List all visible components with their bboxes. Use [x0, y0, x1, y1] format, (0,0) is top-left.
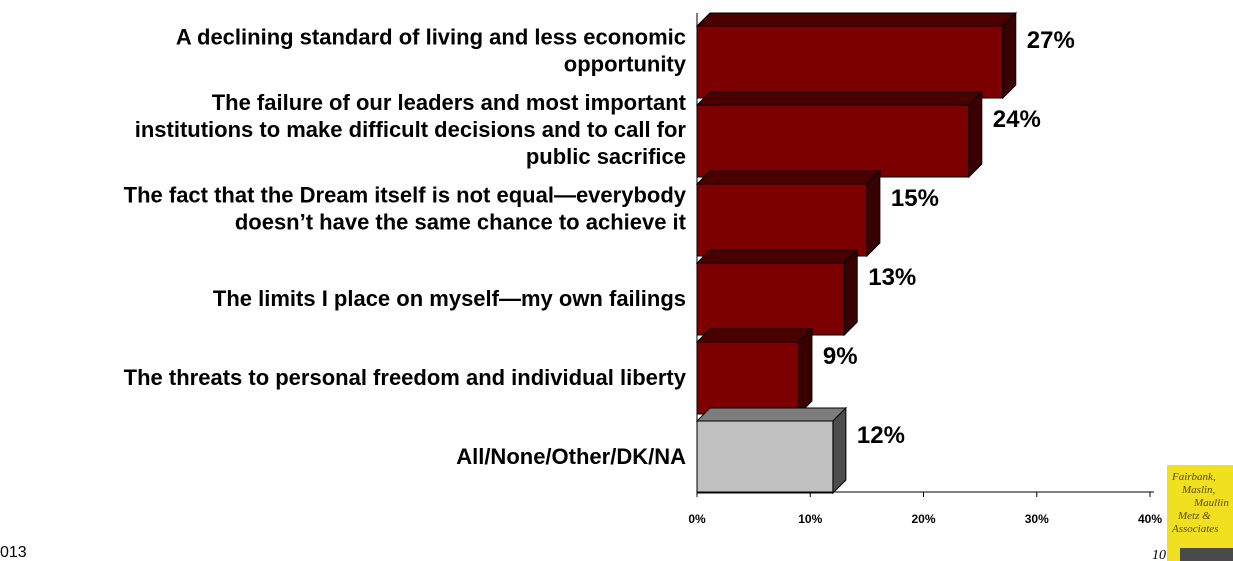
bar-top-face	[695, 91, 984, 106]
bar-front-face	[696, 25, 1004, 99]
category-label: A declining standard of living and less …	[176, 25, 687, 77]
category-label: The fact that the Dream itself is not eq…	[124, 183, 687, 235]
x-tick-label: 10%	[798, 512, 822, 526]
bar-front-face	[696, 341, 800, 415]
value-label: 12%	[857, 422, 905, 449]
category-label-line: All/None/Other/DK/NA	[456, 444, 686, 469]
bar	[695, 11, 1017, 100]
value-label: 24%	[993, 106, 1041, 133]
category-labels: A declining standard of living and less …	[124, 25, 687, 470]
bar-top-face	[695, 170, 882, 185]
value-label: 15%	[891, 185, 939, 212]
category-label-line: The failure of our leaders and most impo…	[212, 90, 687, 115]
category-label: The failure of our leaders and most impo…	[135, 90, 687, 169]
logo-text-line: Metz &	[1177, 510, 1211, 522]
bar-front-face	[696, 262, 845, 336]
category-label: All/None/Other/DK/NA	[456, 444, 686, 469]
bar-side-face	[798, 327, 813, 416]
category-label: The threats to personal freedom and indi…	[124, 365, 687, 390]
bar-side-face	[968, 90, 983, 179]
bars-layer	[695, 11, 1017, 495]
value-label: 13%	[868, 264, 916, 291]
value-label: 9%	[823, 343, 858, 370]
bar-front-face	[696, 183, 868, 257]
category-label-line: institutions to make difficult decisions…	[135, 117, 687, 142]
bar	[695, 90, 984, 179]
footer-left-text: 013	[0, 544, 27, 561]
logo-text-line: Maslin,	[1181, 484, 1216, 496]
bar-top-face	[695, 249, 859, 264]
category-label-line: public sacrifice	[526, 144, 686, 169]
bar	[695, 248, 859, 337]
x-axis: 0% 10% 20% 30% 40%	[688, 13, 1162, 526]
bar-front-face	[696, 420, 834, 494]
page-number: 10	[1152, 548, 1166, 561]
logo-bottom-bar	[1180, 548, 1233, 561]
bar-side-face	[1002, 11, 1017, 100]
category-label-line: doesn’t have the same chance to achieve …	[235, 210, 687, 235]
logo-text-line: Maullin	[1193, 497, 1229, 509]
x-tick-label: 20%	[911, 512, 935, 526]
bar	[695, 327, 814, 416]
value-label: 27%	[1027, 27, 1075, 54]
category-label-line: A declining standard of living and less …	[176, 25, 686, 50]
bar-side-face	[843, 248, 858, 337]
category-label-line: The threats to personal freedom and indi…	[124, 365, 687, 390]
bar-top-face	[695, 407, 848, 422]
category-label-line: The fact that the Dream itself is not eq…	[124, 183, 687, 208]
bar-top-face	[695, 328, 814, 343]
value-labels: 27% 24% 15% 13% 9% 12%	[823, 27, 1075, 449]
bar-top-face	[695, 12, 1017, 27]
logo-text-line: Fairbank,	[1171, 471, 1216, 483]
x-tick-label: 0%	[688, 512, 706, 526]
category-label-line: The limits I place on myself—my own fail…	[213, 286, 686, 311]
bar	[695, 406, 848, 495]
category-label: The limits I place on myself—my own fail…	[213, 286, 686, 311]
bar-front-face	[696, 104, 970, 178]
logo-background	[1167, 465, 1233, 561]
x-tick-label: 30%	[1025, 512, 1049, 526]
bar-side-face	[832, 406, 847, 495]
bar-side-face	[866, 169, 881, 258]
bar	[695, 169, 882, 258]
logo-text-line: Associates	[1171, 523, 1218, 535]
x-tick-label: 40%	[1138, 512, 1162, 526]
category-label-line: opportunity	[564, 52, 687, 77]
